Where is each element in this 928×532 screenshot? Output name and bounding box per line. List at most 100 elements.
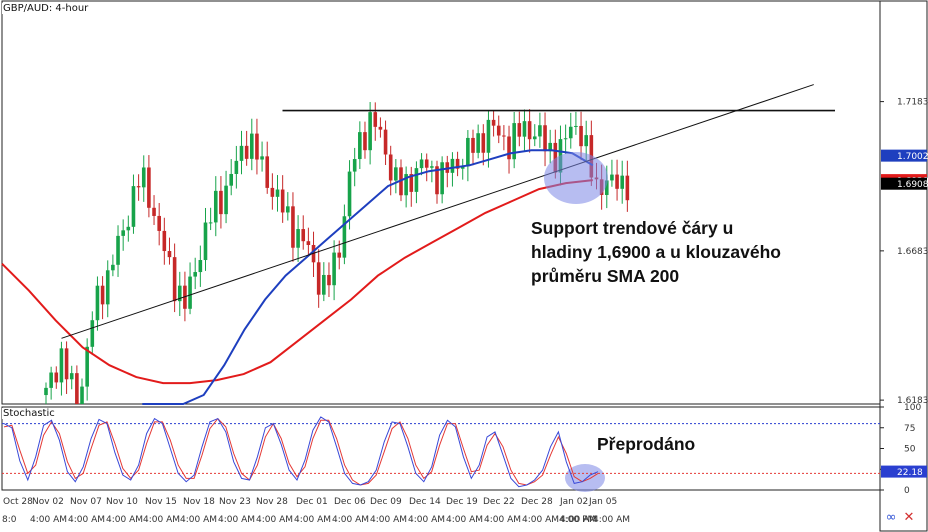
candle-body (460, 166, 465, 169)
candle-body (162, 230, 167, 252)
sma-100-line (142, 149, 594, 405)
candle-body (131, 186, 136, 227)
candle-body (332, 252, 336, 286)
stoch-tick-label-0: 100 (904, 403, 921, 413)
candle-body (152, 207, 156, 216)
x-time-label-14: 4:00 AM (522, 515, 559, 525)
price-tick-label-2: 1.6183 (897, 396, 928, 406)
candle-body (615, 174, 619, 189)
candle-body (141, 167, 146, 188)
price-tick-label-0: 1.7183 (897, 98, 928, 108)
candle-body (368, 112, 372, 151)
candle-body (224, 185, 228, 215)
candle-body (54, 372, 59, 383)
stoch-tick-label-4: 0 (904, 486, 910, 496)
x-time-label-4: 4:00 AM (143, 515, 180, 525)
x-date-label-1: Nov 02 (32, 497, 64, 507)
candle-body (358, 132, 362, 160)
candle-body (363, 132, 367, 151)
candle-body (383, 129, 388, 155)
candle-body (255, 133, 259, 160)
candle-body (424, 159, 429, 168)
candle-body (244, 145, 249, 159)
candle-body (337, 252, 342, 258)
candle-body (378, 126, 383, 130)
candle-body (219, 190, 223, 215)
support-highlight-circle (544, 152, 608, 204)
candle-body (327, 274, 331, 286)
x-date-label-6: Nov 23 (219, 497, 251, 507)
candle-body (517, 123, 522, 137)
candle-body (280, 189, 285, 213)
candle-body (543, 125, 547, 152)
candle-body (105, 270, 110, 305)
candle-body (610, 174, 614, 181)
x-time-label-9: 4:00 AM (332, 515, 369, 525)
candle-body (574, 125, 578, 127)
x-time-label-12: 4:00 AM (446, 515, 483, 525)
stochastic-pane-frame (1, 406, 881, 491)
x-date-label-4: Nov 15 (145, 497, 177, 507)
candle-body (291, 206, 295, 248)
candle-body (409, 174, 414, 192)
candle-body (95, 285, 100, 321)
candle-body (322, 274, 326, 295)
candle-body (249, 133, 254, 159)
candle-body (538, 125, 542, 137)
x-time-label-5: 4:00 AM (180, 515, 217, 525)
x-date-label-7: Nov 28 (256, 497, 288, 507)
candle-body (430, 166, 434, 168)
candle-body (69, 373, 74, 380)
candle-body (177, 285, 182, 302)
candle-body (579, 125, 583, 147)
candle-body (80, 386, 84, 404)
x-time-label-11: 4:00 AM (408, 515, 445, 525)
candle-body (234, 160, 239, 174)
price-scale-frame (879, 0, 928, 532)
candle-body (126, 226, 131, 231)
candle-body (347, 171, 352, 217)
candle-body (121, 230, 125, 236)
candle-body (455, 158, 460, 169)
x-date-label-16: Jan 05 (588, 497, 617, 507)
link-icon[interactable]: ∞ (885, 510, 897, 525)
price-tick-label-1: 1.6683 (897, 247, 928, 257)
candle-body (111, 264, 115, 271)
candle-body (604, 180, 609, 195)
x-date-label-0: Oct 28 (3, 497, 33, 507)
x-time-label-15: 4:00 AM (560, 515, 597, 525)
candle-body (85, 346, 89, 387)
chart-title: GBP/AUD: 4-hour (2, 3, 90, 14)
x-time-label-7: 4:00 AM (256, 515, 293, 525)
x-time-label-6: 4:00 AM (218, 515, 255, 525)
candle-body (486, 119, 491, 153)
support-trendline (61, 84, 814, 339)
candle-body (563, 138, 568, 140)
candle-body (435, 166, 439, 195)
candle-body (527, 121, 532, 140)
candle-body (100, 285, 105, 305)
candle-body (90, 320, 95, 347)
candle-body (553, 142, 558, 173)
x-time-label-1: 4:00 AM (30, 515, 67, 525)
candle-body (342, 216, 347, 258)
candle-body (116, 235, 120, 265)
candle-body (471, 137, 475, 153)
stoch-value-tag (881, 465, 927, 478)
candle-body (620, 175, 625, 189)
x-date-label-3: Nov 10 (106, 497, 138, 507)
candle-body (172, 257, 177, 302)
candle-body (301, 229, 306, 242)
candle-body (532, 136, 537, 140)
candle-body (496, 125, 501, 136)
candle-body (394, 167, 398, 181)
stoch-k-line (3, 416, 599, 488)
x-time-label-10: 4:00 AM (370, 515, 407, 525)
x-date-label-9: Dec 06 (334, 497, 366, 507)
candle-body (502, 135, 506, 137)
candle-body (296, 229, 300, 248)
close-icon[interactable]: ✕ (903, 510, 915, 525)
support-annotation: Support trendové čáry u hladiny 1,6900 a… (531, 216, 781, 288)
oversold-highlight-circle (565, 464, 605, 492)
